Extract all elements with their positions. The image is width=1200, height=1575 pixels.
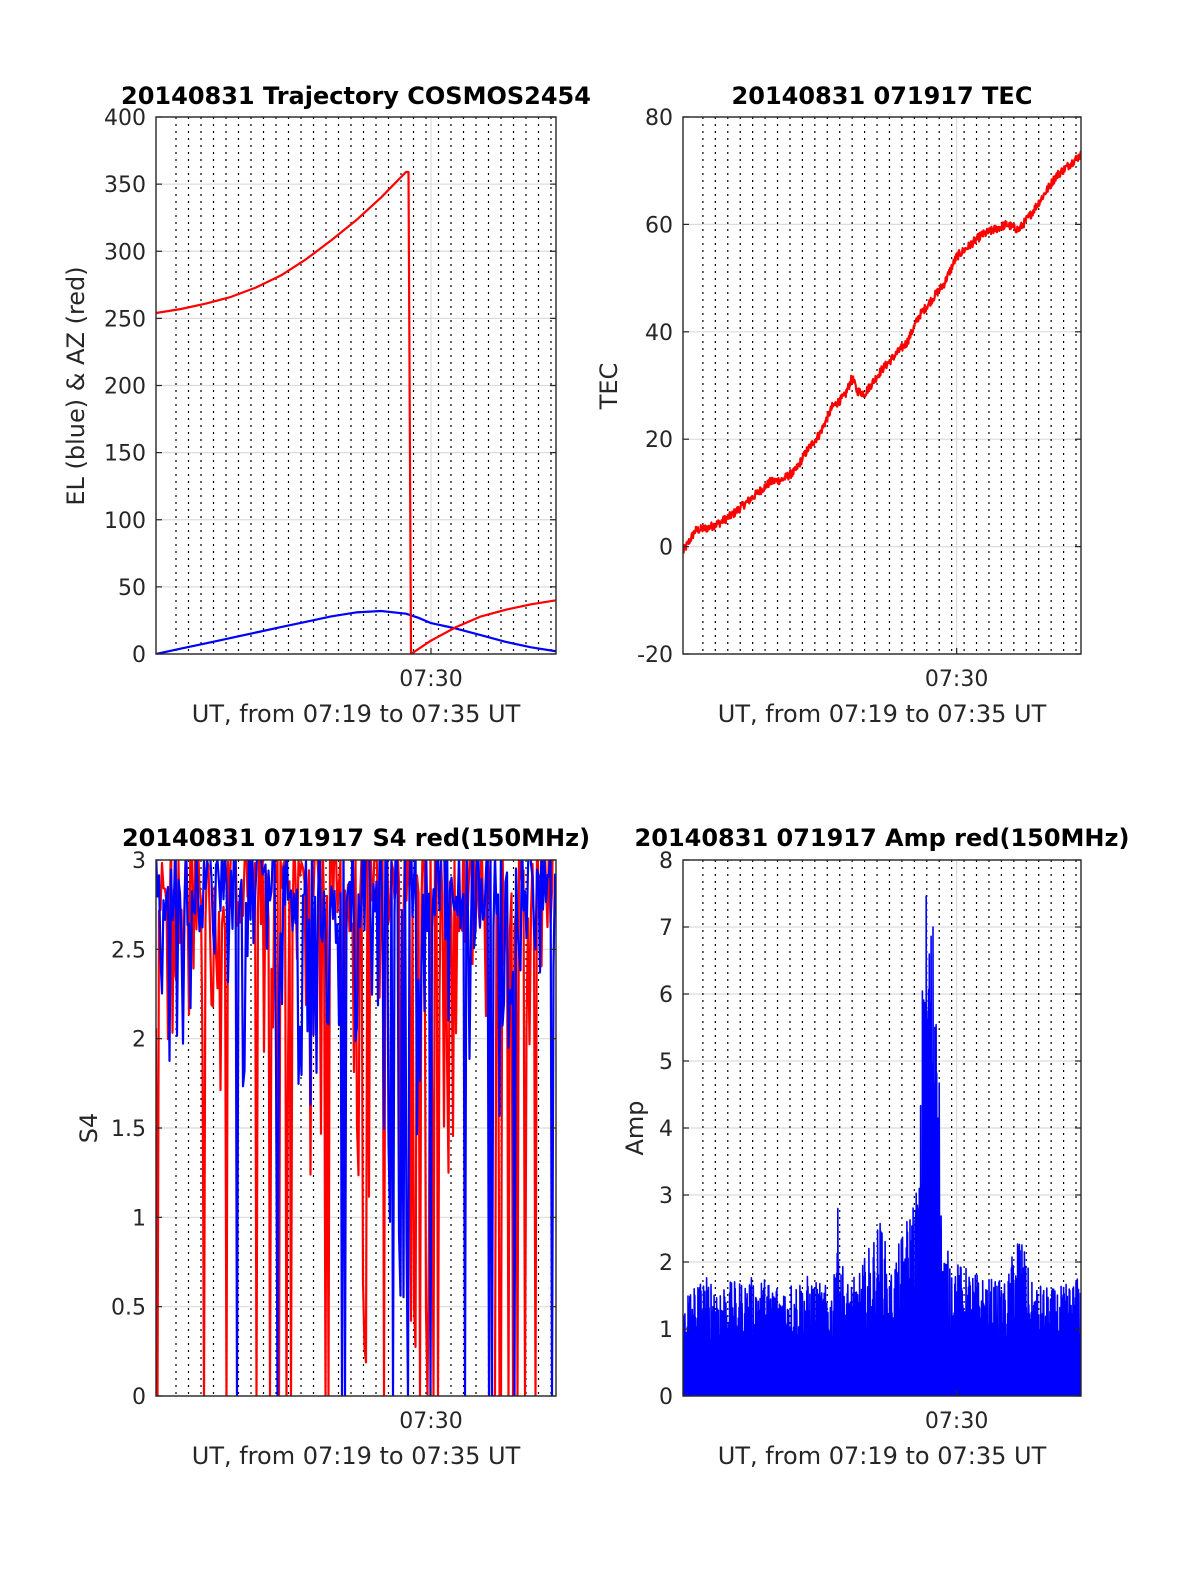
y-tick-label: 2 — [132, 1028, 146, 1053]
y-tick-label: 40 — [645, 321, 673, 346]
panel-s4: 0 0.5 1 1.5 2 2.5 3 07:30 20140831 071917 S4 re… — [75, 824, 590, 1470]
series-line-1 — [156, 609, 556, 654]
y-tick-label: 2.5 — [111, 938, 146, 963]
panel-2-ylabel: TEC — [595, 363, 623, 411]
panel-1-series — [156, 170, 556, 654]
y-tick-label: 250 — [104, 307, 146, 332]
x-tick-label: 07:30 — [925, 1409, 988, 1434]
panel-3-ylabel: S4 — [75, 1113, 103, 1144]
axes-frame — [155, 859, 557, 1397]
panel-1-axes: 0 50 100 150 200 250 300 350 400 07:30 — [104, 106, 557, 692]
y-tick-label: 7 — [659, 916, 673, 941]
y-tick-label: 0 — [132, 1385, 146, 1410]
panel-4-ylabel: Amp — [621, 1100, 649, 1155]
x-tick-label: 07:30 — [399, 667, 462, 692]
panel-3-xlabel: UT, from 07:19 to 07:35 UT — [192, 1442, 521, 1470]
panel-3-title: 20140831 071917 S4 red(150MHz) — [122, 824, 590, 852]
panel-2-xlabel: UT, from 07:19 to 07:35 UT — [718, 700, 1047, 728]
panel-amp: 0 1 2 3 4 5 6 7 8 07:30 20140831 071917 Amp red(1… — [621, 824, 1129, 1470]
y-tick-label: 3 — [659, 1184, 673, 1209]
y-tick-label: 200 — [104, 375, 146, 400]
x-tick-label: 07:30 — [925, 667, 988, 692]
y-tick-label: 0 — [659, 536, 673, 561]
y-tick-label: 20 — [645, 428, 673, 453]
y-tick-label: 60 — [645, 213, 673, 238]
panel-1-ylabel: EL (blue) & AZ (red) — [62, 266, 90, 505]
y-tick-label: 5 — [659, 1050, 673, 1075]
panel-4-title: 20140831 071917 Amp red(150MHz) — [635, 824, 1130, 852]
y-tick-label: -20 — [637, 643, 673, 668]
panel-1-xlabel: UT, from 07:19 to 07:35 UT — [192, 700, 521, 728]
panel-3-axes: 0 0.5 1 1.5 2 2.5 3 07:30 — [111, 849, 557, 1434]
y-tick-label: 350 — [104, 173, 146, 198]
x-tick-label: 07:30 — [399, 1409, 462, 1434]
series-line-1 — [683, 895, 1081, 1396]
y-tick-label: 150 — [104, 442, 146, 467]
panel-4-xlabel: UT, from 07:19 to 07:35 UT — [718, 1442, 1047, 1470]
y-tick-label: 1.5 — [111, 1117, 146, 1142]
y-tick-label: 4 — [659, 1117, 673, 1142]
axes-frame — [682, 116, 1082, 655]
y-tick-label: 0 — [659, 1385, 673, 1410]
y-tick-label: 3 — [132, 849, 146, 874]
panel-tec: -20 0 20 40 60 80 07:30 20140831 071917 TEC UT… — [595, 82, 1082, 728]
series-line-2 — [156, 860, 556, 1396]
y-tick-label: 80 — [645, 106, 673, 131]
y-tick-label: 100 — [104, 509, 146, 534]
y-tick-label: 0 — [132, 643, 146, 668]
panel-4-axes: 0 1 2 3 4 5 6 7 8 07:30 — [659, 849, 1082, 1434]
y-tick-label: 2 — [659, 1251, 673, 1276]
series-line-1 — [683, 150, 1081, 554]
panel-trajectory: 0 50 100 150 200 250 300 350 400 07:30 20140831 T… — [62, 82, 591, 728]
y-tick-label: 0.5 — [111, 1296, 146, 1321]
y-tick-label: 6 — [659, 983, 673, 1008]
axes-frame — [155, 116, 557, 655]
y-tick-label: 8 — [659, 849, 673, 874]
axes-frame — [682, 859, 1082, 1397]
panel-4-grid — [683, 859, 1081, 1397]
y-tick-label: 300 — [104, 240, 146, 265]
panel-3-series — [156, 860, 556, 1396]
panel-1-title: 20140831 Trajectory COSMOS2454 — [121, 82, 591, 110]
y-tick-label: 400 — [104, 106, 146, 131]
panel-2-series — [683, 150, 1081, 554]
y-tick-label: 50 — [118, 576, 146, 601]
y-tick-label: 1 — [132, 1206, 146, 1231]
y-tick-label: 1 — [659, 1318, 673, 1343]
series-line-2 — [156, 170, 556, 654]
panel-4-series — [683, 895, 1081, 1396]
panel-2-axes: -20 0 20 40 60 80 07:30 — [637, 106, 1082, 692]
panel-2-title: 20140831 071917 TEC — [732, 82, 1033, 110]
